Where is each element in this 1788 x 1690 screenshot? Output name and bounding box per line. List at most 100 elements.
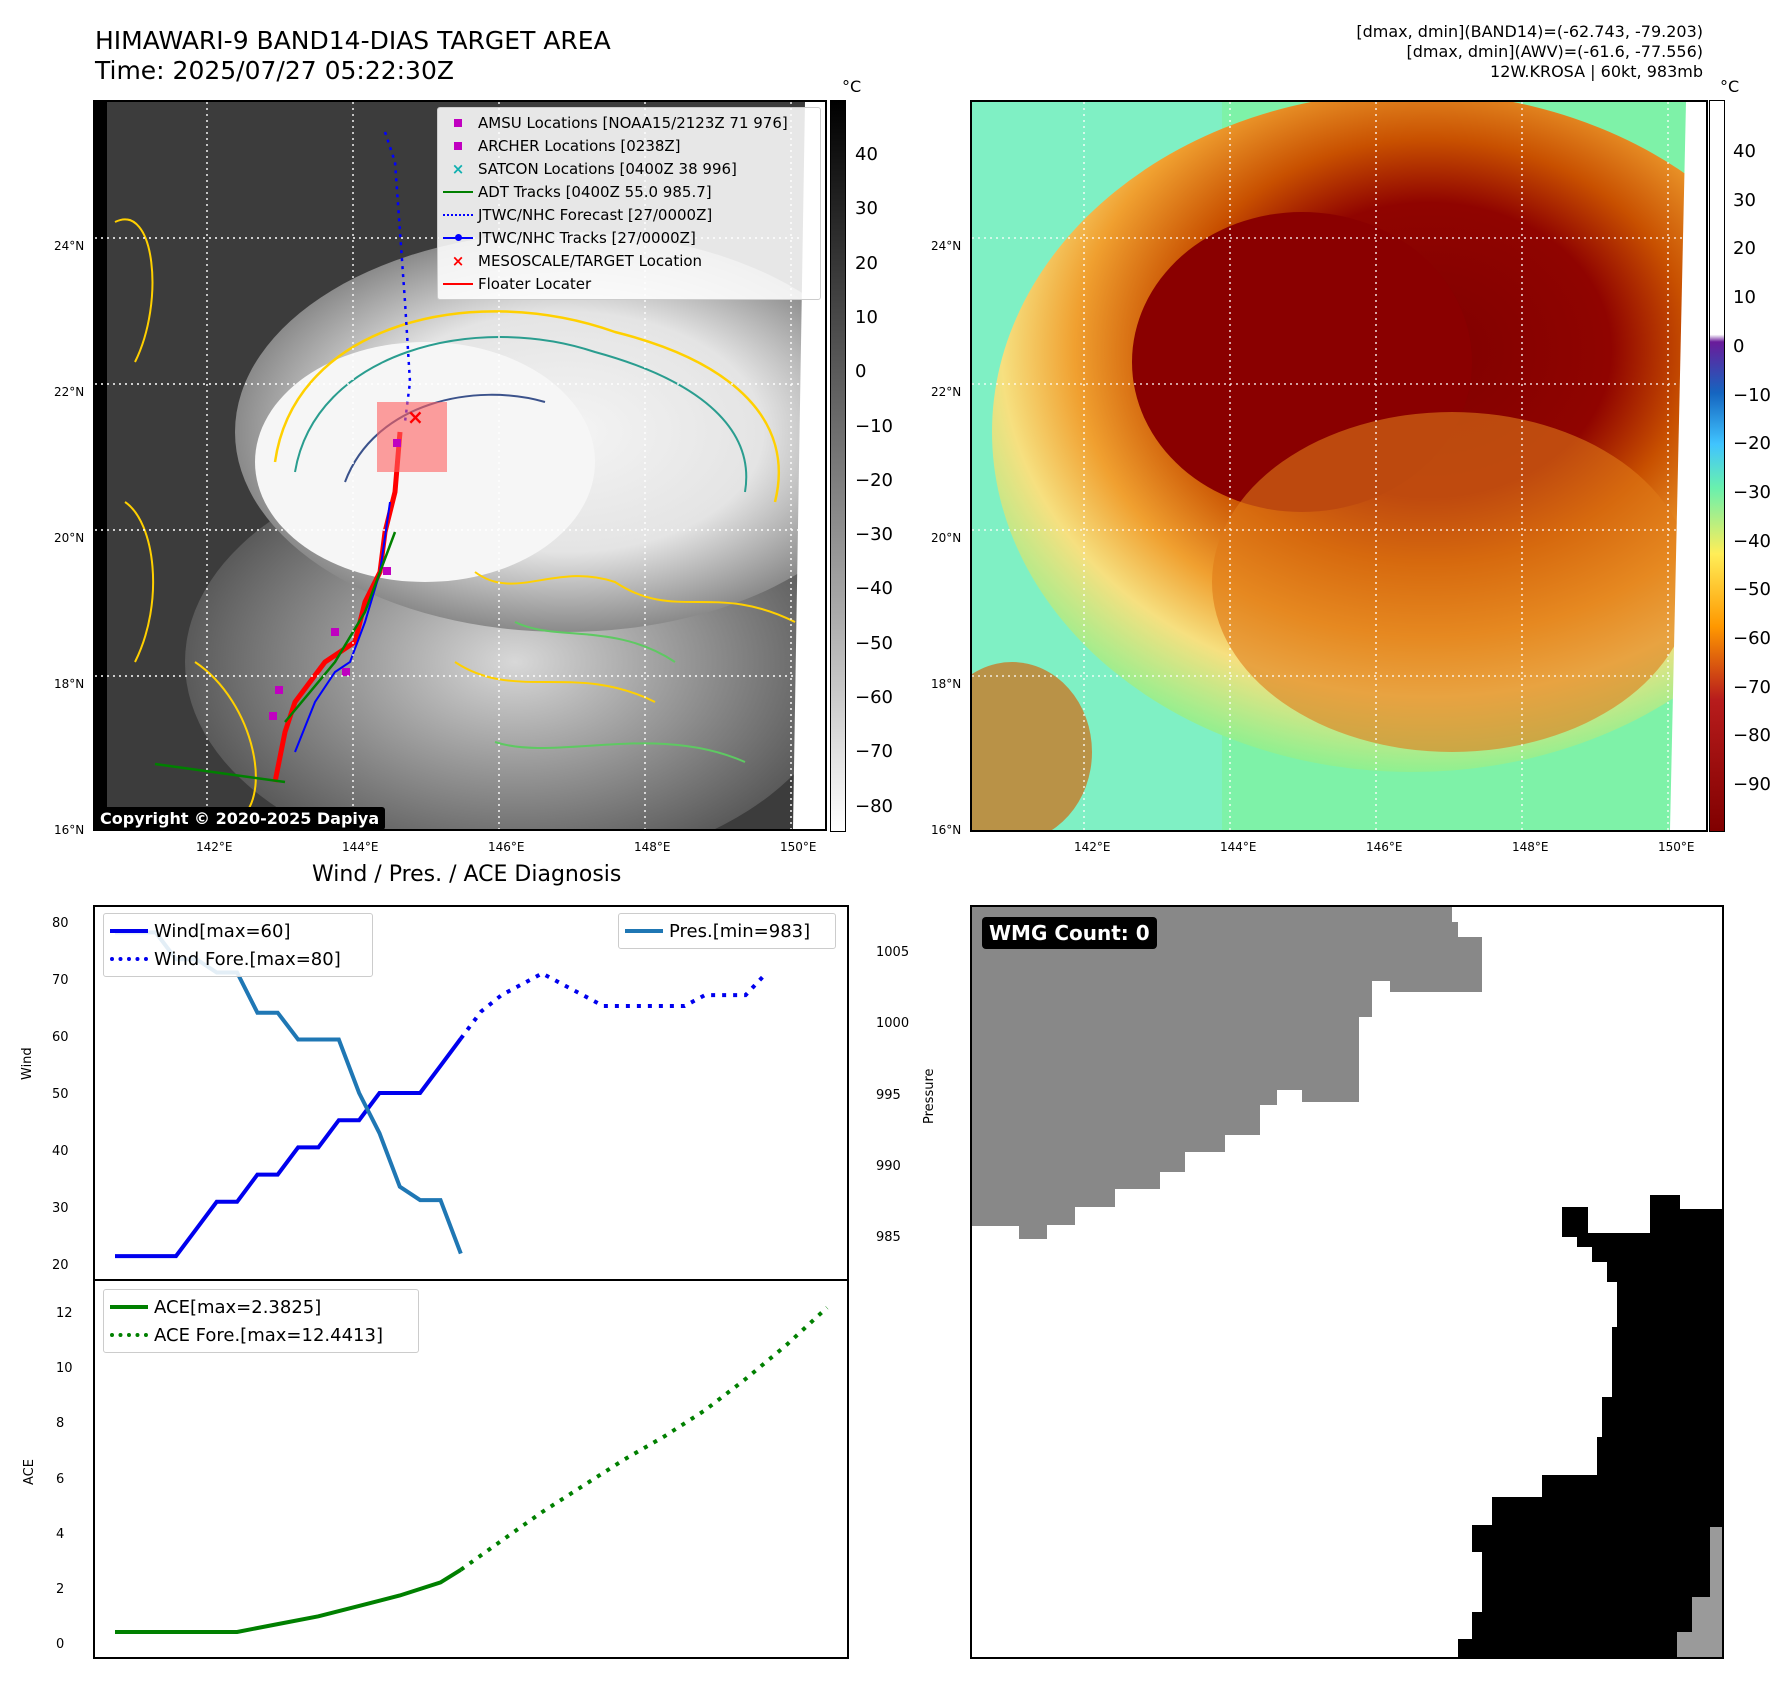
ir-colorbar-tick: −50 bbox=[855, 632, 893, 654]
wind-tick: 50 bbox=[52, 1087, 69, 1102]
square-marker-icon bbox=[438, 141, 478, 150]
lon-label: 150°E bbox=[1658, 840, 1695, 854]
wmg-panel[interactable] bbox=[970, 905, 1724, 1659]
ace-tick: 0 bbox=[56, 1637, 65, 1653]
ir-colorbar-tick: −10 bbox=[855, 415, 893, 437]
wind-legend: Wind[max=60] Wind Fore.[max=80] bbox=[103, 913, 373, 977]
square-marker-icon bbox=[438, 118, 478, 127]
lat-label: 16°N bbox=[931, 823, 962, 837]
dotted-line-icon bbox=[104, 957, 154, 961]
lon-label: 142°E bbox=[196, 840, 233, 854]
map-legend: AMSU Locations [NOAA15/2123Z 71 976] ARC… bbox=[437, 107, 821, 300]
ace-plot bbox=[115, 1306, 829, 1634]
lon-label: 150°E bbox=[780, 840, 817, 854]
wind-tick: 30 bbox=[52, 1201, 69, 1216]
enhanced-map-image bbox=[972, 102, 1706, 830]
ir-colorbar-tick: −20 bbox=[855, 469, 893, 491]
lon-label: 148°E bbox=[634, 840, 671, 854]
lat-label: 18°N bbox=[54, 677, 85, 691]
pressure-axis-label: Pressure bbox=[922, 1068, 937, 1124]
figure-time: Time: 2025/07/27 05:22:30Z bbox=[95, 56, 454, 85]
legend-jtwc-tracks: JTWC/NHC Tracks [27/0000Z] bbox=[438, 226, 820, 249]
legend-adt: ADT Tracks [0400Z 55.0 985.7] bbox=[438, 180, 820, 203]
storm-info: 12W.KROSA | 60kt, 983mb bbox=[1490, 62, 1703, 81]
legend-wind: Wind[max=60] bbox=[154, 920, 291, 942]
ace-chart[interactable] bbox=[93, 1279, 849, 1659]
ace-tick: 10 bbox=[56, 1361, 73, 1377]
lon-label: 146°E bbox=[1366, 840, 1403, 854]
legend-ace: ACE[max=2.3825] bbox=[154, 1296, 322, 1318]
ir-colorbar bbox=[830, 100, 846, 832]
ace-tick: 4 bbox=[56, 1526, 65, 1542]
line-icon bbox=[438, 282, 478, 285]
enhanced-colorbar-tick: −50 bbox=[1733, 579, 1771, 601]
ace-forecast-line bbox=[459, 1306, 829, 1572]
ace-legend: ACE[max=2.3825] ACE Fore.[max=12.4413] bbox=[103, 1289, 419, 1353]
lon-label: 148°E bbox=[1512, 840, 1549, 854]
x-marker-icon: × bbox=[451, 159, 465, 178]
wmg-count-label: WMG Count: 0 bbox=[982, 917, 1157, 949]
lat-label: 22°N bbox=[54, 385, 85, 399]
enhanced-colorbar-tick: −70 bbox=[1733, 676, 1771, 698]
wind-line bbox=[115, 1037, 463, 1259]
pressure-tick: 1000 bbox=[876, 1016, 910, 1032]
enhanced-colorbar-tick: 10 bbox=[1733, 287, 1756, 309]
enhanced-colorbar-tick: −20 bbox=[1733, 433, 1771, 455]
x-marker-icon: × bbox=[451, 251, 465, 270]
enhanced-map-panel[interactable] bbox=[970, 100, 1708, 832]
lon-label: 144°E bbox=[1220, 840, 1257, 854]
ir-colorbar-tick: 10 bbox=[855, 306, 878, 328]
wind-tick: 20 bbox=[52, 1258, 69, 1273]
lat-label: 24°N bbox=[54, 239, 85, 253]
lat-label: 22°N bbox=[931, 385, 962, 399]
legend-floater: Floater Locater bbox=[438, 272, 820, 295]
svg-text:×: × bbox=[407, 405, 424, 429]
dotted-line-icon bbox=[104, 1333, 154, 1337]
ir-map-image: × bbox=[95, 102, 825, 829]
enhanced-colorbar-tick: 0 bbox=[1733, 335, 1745, 357]
solid-line-icon bbox=[104, 1305, 154, 1309]
enhanced-colorbar-tick: −30 bbox=[1733, 481, 1771, 503]
figure-title: HIMAWARI-9 BAND14-DIAS TARGET AREA bbox=[95, 26, 611, 55]
wind-tick: 60 bbox=[52, 1030, 69, 1045]
enhanced-colorbar-tick: −80 bbox=[1733, 725, 1771, 747]
lat-label: 24°N bbox=[931, 239, 962, 253]
legend-pressure: Pres.[min=983] bbox=[669, 920, 811, 942]
ir-colorbar-tick: 30 bbox=[855, 198, 878, 220]
lat-label: 20°N bbox=[931, 531, 962, 545]
lat-label: 18°N bbox=[931, 677, 962, 691]
solid-line-icon bbox=[104, 929, 154, 933]
pressure-tick: 1005 bbox=[876, 945, 910, 960]
wind-tick: 40 bbox=[52, 1144, 69, 1159]
ir-colorbar-unit: °C bbox=[842, 77, 862, 96]
enhanced-colorbar-tick: 40 bbox=[1733, 141, 1756, 162]
stats-band14: [dmax, dmin](BAND14)=(-62.743, -79.203) bbox=[1356, 22, 1703, 41]
ace-tick: 6 bbox=[56, 1471, 65, 1487]
pressure-tick: 995 bbox=[876, 1087, 901, 1103]
wmg-image bbox=[972, 907, 1722, 1657]
enhanced-colorbar-tick: −90 bbox=[1733, 774, 1771, 796]
lon-label: 144°E bbox=[342, 840, 379, 854]
pressure-legend: Pres.[min=983] bbox=[618, 913, 836, 949]
lon-label: 142°E bbox=[1074, 840, 1111, 854]
enhanced-colorbar bbox=[1709, 100, 1725, 832]
ir-colorbar-tick: −30 bbox=[855, 524, 893, 546]
ace-tick: 8 bbox=[56, 1416, 65, 1432]
ace-axis-label: ACE bbox=[22, 1459, 37, 1485]
pressure-tick: 990 bbox=[876, 1158, 901, 1174]
solid-line-icon bbox=[619, 929, 669, 933]
legend-wind-forecast: Wind Fore.[max=80] bbox=[154, 948, 341, 970]
legend-satcon: × SATCON Locations [0400Z 38 996] bbox=[438, 157, 820, 180]
lat-label: 20°N bbox=[54, 531, 85, 545]
lon-label: 146°E bbox=[488, 840, 525, 854]
wind-tick: 80 bbox=[52, 916, 69, 931]
ir-colorbar-tick: −40 bbox=[855, 578, 893, 600]
copyright-label: Copyright © 2020-2025 Dapiya bbox=[94, 807, 386, 830]
legend-target: × MESOSCALE/TARGET Location bbox=[438, 249, 820, 272]
ir-colorbar-tick: 20 bbox=[855, 252, 878, 274]
line-icon bbox=[438, 190, 478, 193]
wind-axis-label: Wind bbox=[20, 1047, 35, 1080]
dotted-line-icon bbox=[438, 213, 478, 216]
enhanced-colorbar-tick: −10 bbox=[1733, 384, 1771, 406]
legend-ace-forecast: ACE Fore.[max=12.4413] bbox=[154, 1324, 383, 1346]
